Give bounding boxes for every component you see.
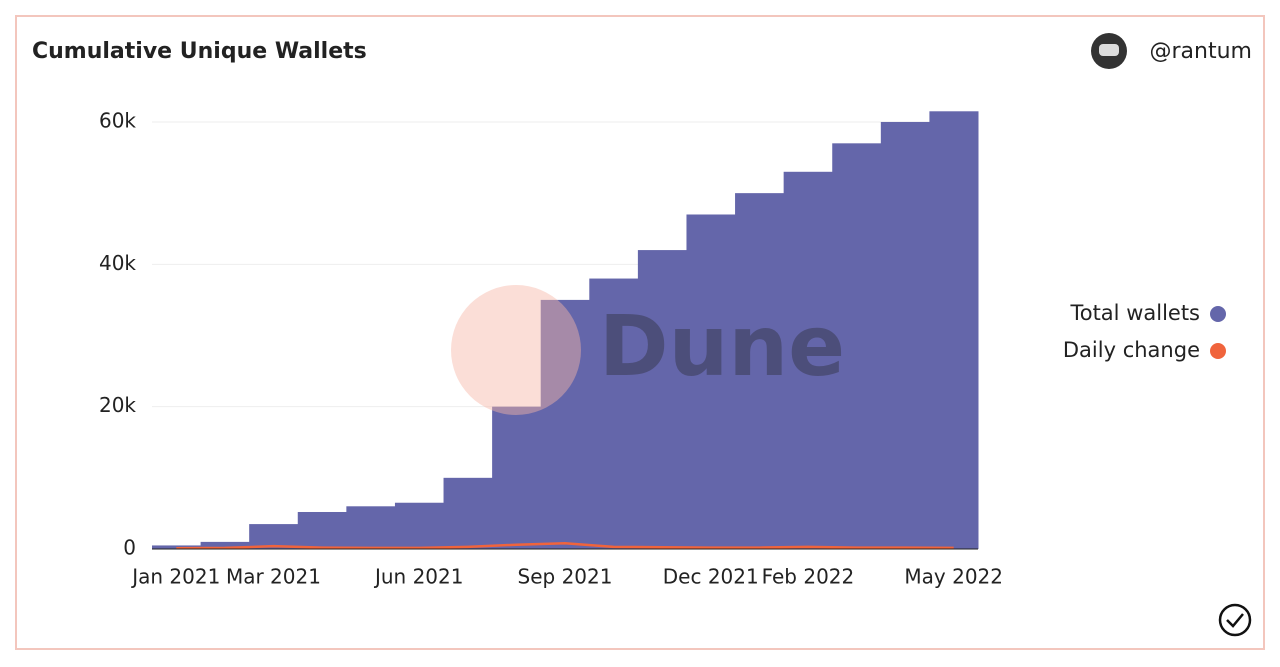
legend-label: Daily change bbox=[1063, 338, 1200, 362]
author: @rantum bbox=[1150, 39, 1252, 64]
x-tick-label: May 2022 bbox=[904, 565, 1003, 589]
bar bbox=[589, 278, 639, 549]
x-tick-label: Sep 2021 bbox=[518, 565, 613, 589]
y-tick-label: 60k bbox=[99, 108, 136, 132]
bar bbox=[443, 477, 493, 549]
avatar-face bbox=[1099, 44, 1119, 56]
watermark: Dune bbox=[599, 297, 845, 395]
check-mark bbox=[1226, 613, 1244, 628]
legend-swatch bbox=[1210, 343, 1226, 359]
bar bbox=[200, 541, 250, 549]
bar bbox=[880, 121, 930, 549]
y-tick-label: 20k bbox=[99, 393, 136, 417]
bar bbox=[686, 214, 736, 549]
bar bbox=[637, 250, 687, 549]
y-tick-label: 40k bbox=[99, 251, 136, 275]
plot: 0 20k 40k 60k Jan 2021 Mar 2021 Jun 2021 Sep 20… bbox=[99, 108, 1003, 588]
x-tick-label: Jan 2021 bbox=[130, 565, 220, 589]
bar bbox=[249, 524, 299, 549]
x-tick-label: Feb 2022 bbox=[762, 565, 855, 589]
legend-label: Total wallets bbox=[1069, 301, 1200, 325]
bar bbox=[929, 111, 979, 549]
daily-line bbox=[176, 542, 954, 550]
bar bbox=[297, 511, 347, 549]
x-tick-label: Mar 2021 bbox=[226, 565, 321, 589]
chart-title: Cumulative Unique Wallets bbox=[32, 39, 367, 64]
bar bbox=[783, 171, 833, 549]
bar bbox=[735, 193, 785, 549]
bar bbox=[540, 299, 590, 549]
bar bbox=[346, 506, 396, 549]
bar bbox=[492, 406, 542, 549]
x-tick-label: Jun 2021 bbox=[373, 565, 464, 589]
x-tick-label: Dec 2021 bbox=[663, 565, 759, 589]
check-icon bbox=[1218, 603, 1252, 637]
bar bbox=[832, 143, 882, 549]
y-tick-label: 0 bbox=[123, 536, 136, 560]
bar bbox=[394, 502, 445, 549]
legend-swatch bbox=[1210, 306, 1226, 322]
watermark-logo bbox=[451, 285, 581, 415]
